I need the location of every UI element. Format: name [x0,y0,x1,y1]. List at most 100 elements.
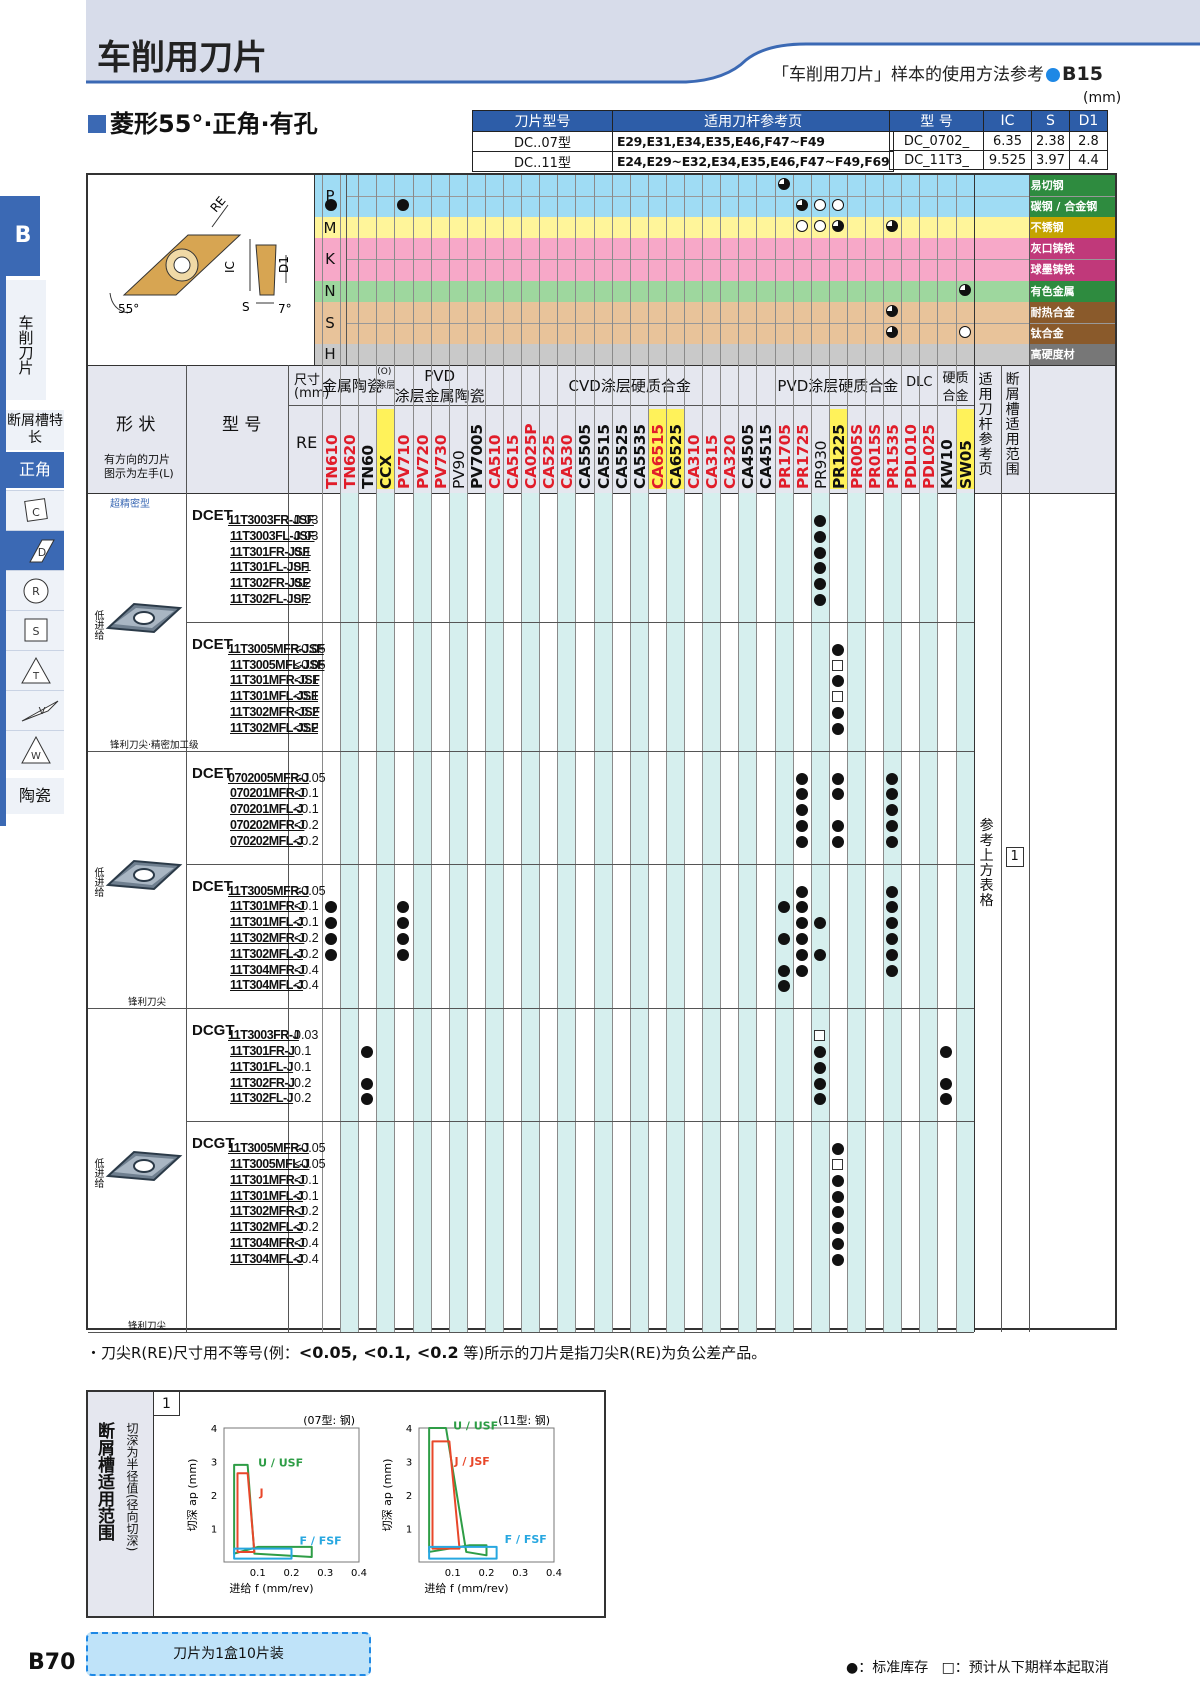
stock-mark [831,707,844,719]
model-code: 11T302MFR-J [230,1204,305,1219]
discontinue-mark [831,1159,843,1170]
stock-mark [397,901,410,914]
y-axis-label: 切深 ap (mm) [381,1459,394,1532]
section-title-text: 菱形55°·正角·有孔 [110,110,318,138]
tab-category[interactable]: 车削刀片 [6,280,46,400]
tab-b[interactable]: B [6,196,40,276]
tab-shape-w[interactable]: W [6,730,64,770]
x-tick: 0.3 [317,1568,333,1579]
stock-mark [813,515,826,527]
stock-mark [886,804,899,817]
model-code: 11T3005MFR-JSF [228,641,324,656]
holder-table: 刀片型号 适用刀杆参考页 DC..07型 E29,E31,E34,E35,E46,F… [472,110,895,172]
group-header: DLC [901,375,937,390]
grade-column [448,493,467,1332]
material-label: 不锈钢 [1030,221,1064,235]
re-value: 0.2 [294,592,312,606]
dim-cell: 6.35 [983,131,1032,151]
range-col-header: 槽 [1005,402,1020,418]
tab-shape-d[interactable]: D [6,530,64,570]
re-value: 0.1 [294,1059,312,1074]
feed-label: 低进给 [92,609,103,640]
stock-mark [813,1061,826,1074]
pack-note: 刀片为1盒10片装 [86,1632,371,1676]
re-value: <0.4 [294,978,319,993]
holder-cell: DC..11型 [472,151,613,172]
material-label: 高硬度材 [1030,347,1075,361]
y-tick: 3 [406,1458,412,1469]
range-col-header: 适 [1005,417,1020,433]
dim-cell: 2.8 [1069,131,1108,151]
material-mark [831,220,844,233]
x-tick: 0.2 [479,1568,495,1579]
re-value: <0.05 [294,1141,326,1156]
tab-shape-c[interactable]: C [6,490,64,530]
y-tick: 1 [406,1525,412,1536]
stock-mark [940,1046,953,1058]
group-header: 硬质 [937,367,973,386]
model-code: 11T301MFR-JSF [230,673,320,688]
reference-page-link[interactable]: B15 [1062,63,1103,85]
grade-name-TN610: TN610 [323,434,341,489]
tab-feature[interactable]: 断屑槽特长 [6,410,64,450]
tab-shape-r[interactable]: R [6,570,64,610]
grade-line [792,175,794,1332]
group-header: 合金 [937,385,973,404]
grade-name-CA310: CA310 [685,434,703,489]
side-tabs [0,196,64,826]
re-value: 0.1 [294,560,312,575]
material-code-N: N [324,282,336,301]
material-mark [813,220,826,233]
grade-name-PV730: PV730 [431,434,450,489]
stock-mark [361,1093,374,1106]
re-value: <0.2 [294,705,319,719]
stock-mark [777,964,790,977]
grade-name-PV720: PV720 [413,434,432,489]
dim-cell: 4.4 [1069,150,1108,170]
grade-name-CA6515: CA6515 [648,409,667,489]
range-col-header: 围 [1005,462,1020,478]
material-label-bg [1028,238,1115,260]
grade-column [340,493,359,1332]
y-tick: 4 [211,1424,217,1435]
series-label: DCGT [192,1135,235,1153]
grade-line [647,175,649,1332]
stock-mark [325,917,337,930]
grade-column [810,493,829,1332]
material-label-bg [1028,259,1115,281]
re-value: <0.2 [294,1220,319,1235]
footnote-pre: ・刀尖R(RE)尺寸用不等号(例： [86,1344,299,1362]
grade-line [684,175,685,1332]
re-value: <0.2 [294,833,319,848]
stock-mark [886,885,899,898]
grade-line [430,175,432,1332]
grade-line [846,175,848,1332]
svg-text:T: T [32,671,40,682]
material-label: 灰口铸铁 [1030,242,1075,256]
model-code: 11T301FL-JSF [230,560,309,575]
tab-shape-s[interactable]: S [6,610,64,650]
tab-shape-v[interactable]: V [6,690,64,730]
grade-name-CA4515: CA4515 [757,424,776,489]
block-line [186,1121,974,1123]
dim-header: IC [983,110,1032,132]
model-code: 11T302MFL-JSF [230,720,318,735]
model-code: 11T302FL-JSF [230,592,309,606]
stock-mark [886,820,899,832]
stock-mark [795,835,808,848]
section-title: 菱形55°·正角·有孔 [88,104,318,139]
x-axis-label: 进给 f (mm/rev) [229,1582,313,1595]
tab-positive[interactable]: 正角 [6,452,64,488]
stock-mark [831,1238,844,1250]
grade-line [412,175,414,1332]
group-sub: 涂层 [377,381,396,391]
tab-shape-t[interactable]: T [6,650,64,690]
material-label: 球墨铸铁 [1030,263,1075,277]
col-line [973,175,975,1332]
stock-mark [886,788,899,801]
stock-mark [831,1143,844,1156]
model-header: 型 号 [222,415,262,435]
stock-mark [940,1077,953,1090]
grade-name-CA525: CA525 [540,434,559,489]
tab-ceramics[interactable]: 陶瓷 [6,778,64,814]
